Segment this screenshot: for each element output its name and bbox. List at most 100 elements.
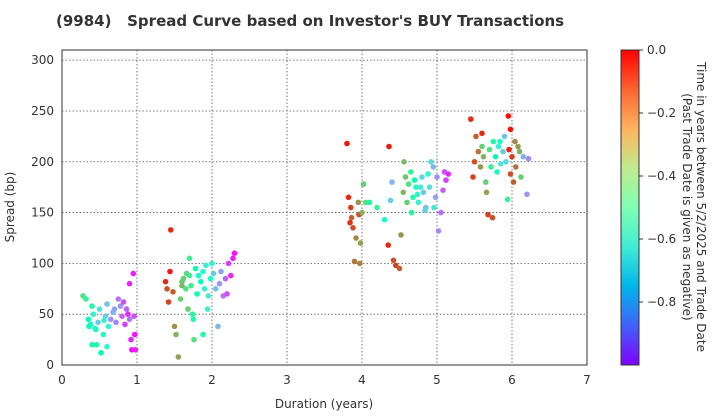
colorbar-tick-label: −0.2 [647,106,676,120]
x-tick-label: 4 [358,373,366,387]
data-point [355,199,362,206]
y-tick-label: 300 [31,53,54,67]
data-point [405,181,412,187]
data-point [183,286,189,292]
colorbar [620,49,640,366]
data-point [495,143,502,150]
data-point [177,296,184,302]
y-tick-label: 200 [31,155,54,169]
data-point [506,146,512,153]
data-point [389,179,395,185]
data-point [230,255,236,262]
y-tick-labels: 0 50 100 150 200 250 300 [31,53,54,372]
data-point [173,331,179,338]
data-point [430,164,437,170]
data-point [190,316,197,323]
colorbar-tick-label: −0.4 [647,169,676,183]
data-point [410,194,416,201]
data-point [122,321,128,328]
data-point [483,179,489,185]
data-point [504,196,511,203]
data-point [350,225,356,231]
data-point [489,214,496,221]
x-tick-label: 3 [283,373,291,387]
data-point [485,211,491,218]
data-point [425,171,431,177]
data-point [408,169,414,175]
data-point [111,306,118,312]
colorbar-tick-label: −0.8 [647,295,676,309]
data-point [168,227,174,233]
data-point [366,199,373,206]
data-point [524,191,530,198]
data-point [374,204,380,211]
data-point [104,301,110,307]
data-point [440,187,446,193]
data-point [513,164,519,170]
data-point [428,159,434,165]
data-point [86,323,92,330]
data-point [167,268,173,275]
data-point [413,184,419,190]
data-point [170,289,176,295]
data-point [93,341,100,348]
data-point [200,331,206,338]
colorbar-tick-label: −0.6 [647,232,676,246]
data-point [490,138,497,145]
data-point [398,232,404,238]
data-point [404,199,410,206]
data-point [89,341,95,348]
data-point [480,153,487,160]
data-point [509,153,515,160]
y-tick-label: 150 [31,206,54,220]
data-point [225,260,232,267]
data-point [83,296,89,302]
data-point [468,116,474,122]
data-point [201,286,208,292]
data-point [194,291,200,297]
data-point [209,260,215,267]
data-point [95,319,101,326]
data-point [422,207,428,214]
data-point [360,181,367,187]
x-axis-label: Duration (years) [275,397,373,411]
data-point [113,319,119,326]
data-point [186,255,193,262]
data-point [390,257,397,264]
data-point [200,268,206,275]
data-point [130,270,137,277]
data-point [435,228,442,234]
data-point [438,209,444,216]
y-tick-label: 50 [39,307,54,321]
data-point [191,336,197,343]
data-point [89,303,95,309]
data-point [212,286,219,292]
y-tick-label: 100 [31,256,54,270]
x-tick-label: 0 [58,373,66,387]
data-point [90,311,97,318]
data-point [516,148,523,155]
data-point [128,336,134,343]
data-point [507,126,514,133]
colorbar-tick-label: 0.0 [647,43,666,57]
data-point [400,189,407,196]
data-point [385,242,392,248]
y-tick-label: 0 [46,358,54,372]
data-point [119,313,125,320]
data-point [473,133,479,140]
data-point [204,306,211,312]
data-point [164,286,170,292]
data-point [497,161,504,167]
x-tick-label: 6 [508,373,516,387]
data-point [381,216,388,223]
data-point [120,299,127,305]
data-point [189,311,196,318]
data-point [501,133,508,140]
x-tick-labels: 0 1 2 3 4 5 6 7 [58,373,591,387]
plot-frame [61,49,588,366]
data-point [188,282,194,289]
data-point [411,177,418,183]
data-point [386,143,392,150]
data-point [85,316,92,323]
